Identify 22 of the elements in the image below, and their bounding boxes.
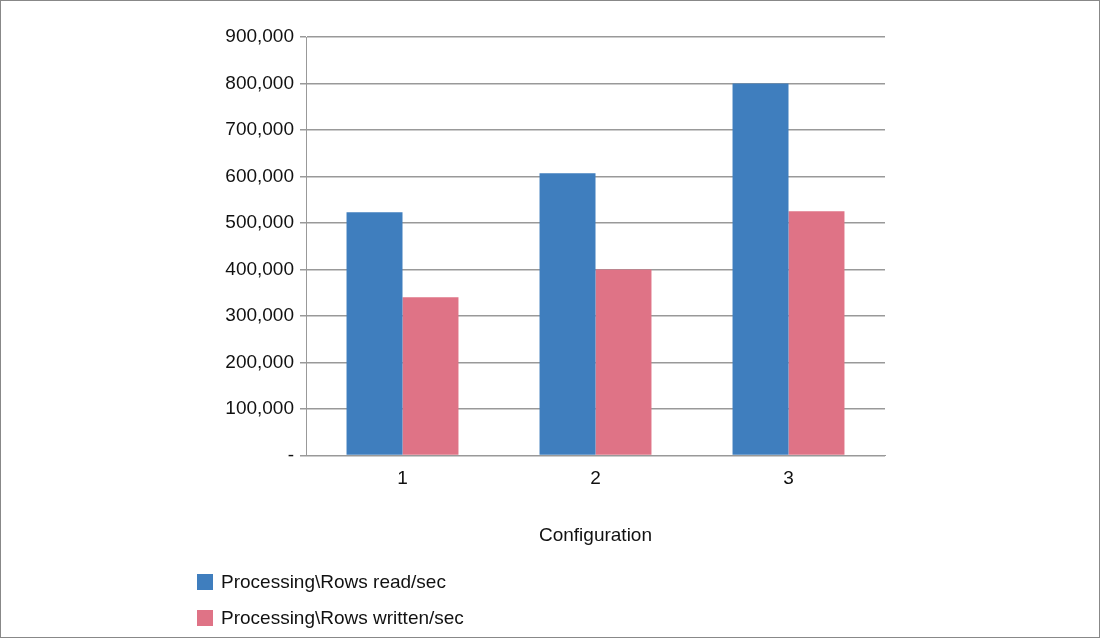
bar (788, 211, 845, 455)
y-tick-label: 200,000 (225, 350, 294, 372)
bar (402, 297, 459, 455)
y-tick-label: - (287, 443, 294, 465)
x-tick-label: 1 (397, 467, 408, 489)
y-tick-label: 300,000 (225, 304, 294, 326)
bar (346, 212, 403, 455)
y-tick-label: 800,000 (225, 71, 294, 93)
y-tick-label: 700,000 (225, 118, 294, 140)
y-tick-label: 400,000 (225, 257, 294, 279)
legend-label: Processing\Rows written/sec (221, 607, 464, 629)
y-tick-label: 100,000 (225, 397, 294, 419)
y-tick-label: 500,000 (225, 211, 294, 233)
x-tick-label: 3 (783, 467, 794, 489)
y-tick-label: 900,000 (225, 25, 294, 47)
x-tick-label: 2 (590, 467, 601, 489)
x-axis-title: Configuration (538, 523, 653, 545)
y-tick-label: 600,000 (225, 164, 294, 186)
bar (539, 173, 596, 455)
bar (595, 269, 652, 455)
bar (732, 83, 789, 455)
legend-label: Processing\Rows read/sec (221, 571, 446, 593)
